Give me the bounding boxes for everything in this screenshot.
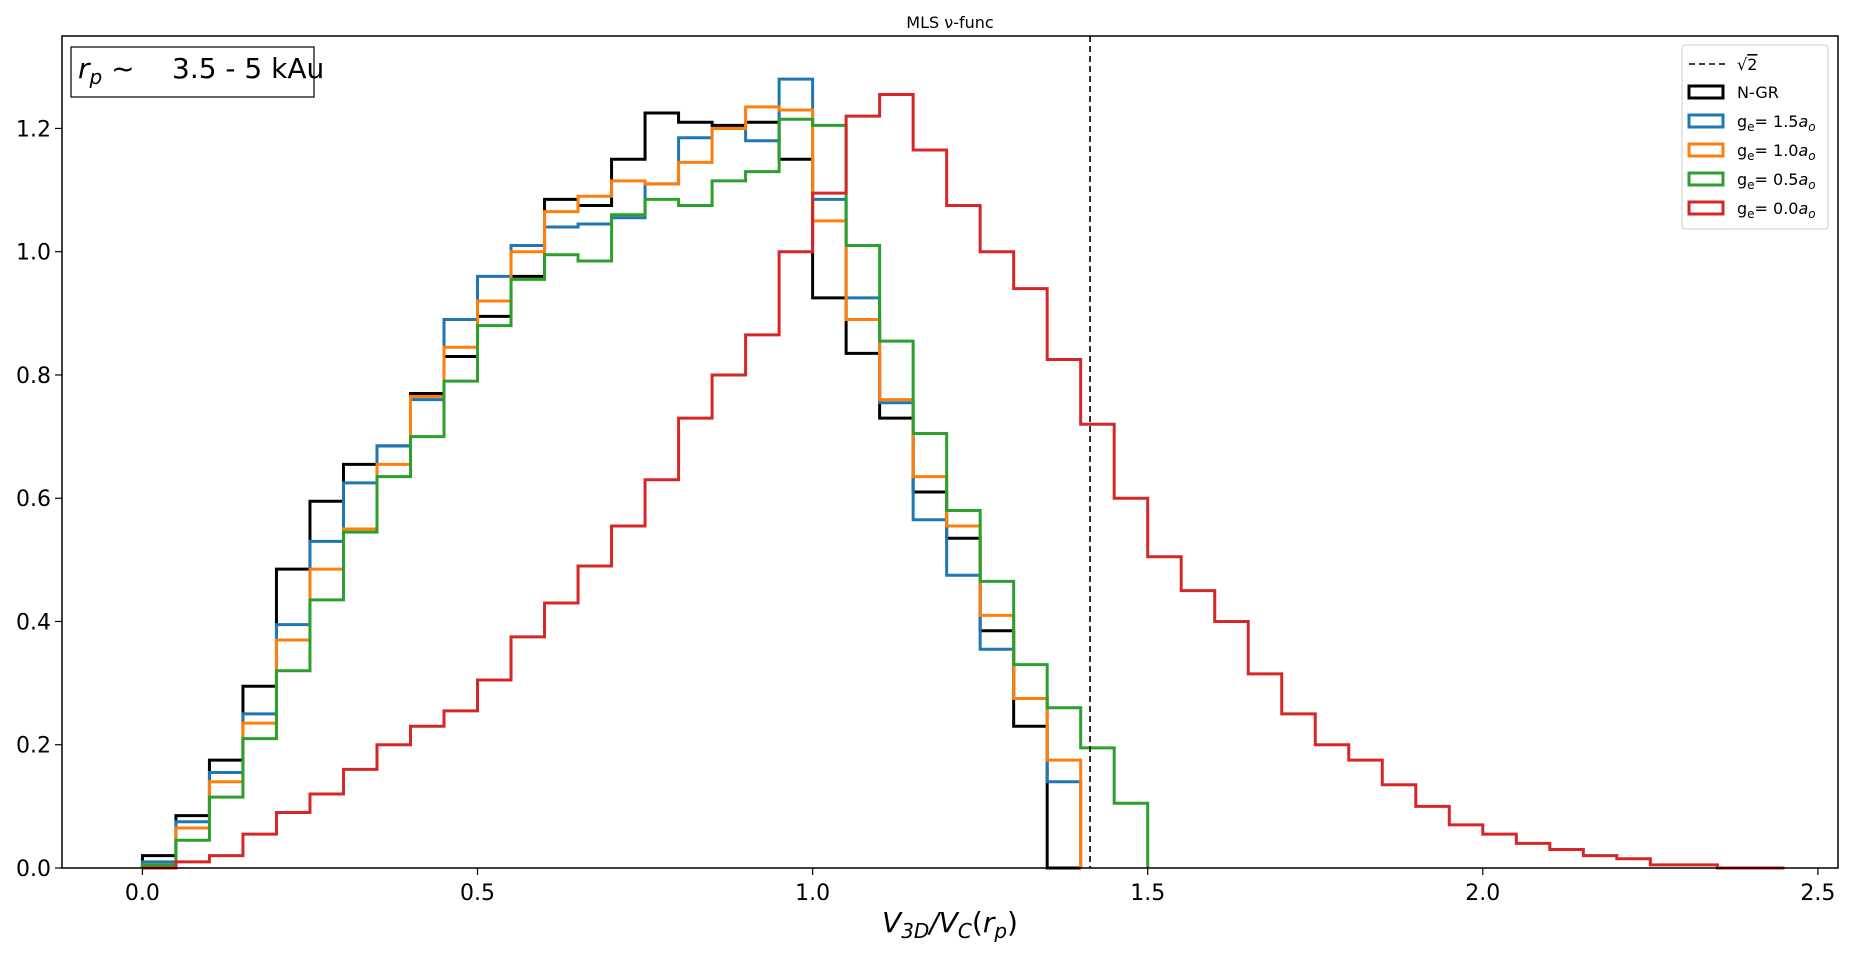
histogram-bin [846, 116, 880, 868]
histogram-bin [1282, 714, 1316, 868]
legend-label: ge= 0.5ao [1737, 170, 1816, 192]
range-annotation-box [70, 46, 315, 98]
histogram-bin [1516, 843, 1550, 868]
histogram-bin [1047, 360, 1081, 868]
histogram-bin [1215, 621, 1249, 868]
x-axis-ticks: 0.0 0.5 1.0 1.5 2.0 2.5 [125, 868, 1835, 906]
range-annotation-text: 3.5 - 5 kAu [172, 52, 324, 85]
histogram-bin [1416, 806, 1450, 868]
histogram-bin [1382, 785, 1416, 868]
series-outline [140, 105, 1083, 868]
legend-label: ge= 0.0ao [1737, 199, 1816, 221]
series-layer [140, 77, 1785, 870]
histogram-bin [243, 834, 277, 868]
histogram-bin [209, 856, 243, 868]
plot-title: MLS ν-func [906, 13, 993, 32]
y-tick-label: 0.8 [16, 364, 51, 389]
histogram-bin [779, 252, 813, 868]
histogram-bin [276, 813, 310, 868]
histogram-bin [1315, 745, 1349, 868]
x-axis-title: V3D/VC(rp) [882, 906, 1018, 943]
histogram-bin [1114, 498, 1148, 868]
histogram-bin [1349, 760, 1383, 868]
legend-label: ge= 1.0ao [1737, 141, 1816, 163]
histogram-bin [612, 526, 646, 868]
histogram-bin [1014, 289, 1048, 868]
histogram-bin [712, 375, 746, 868]
legend-label: N-GR [1737, 83, 1779, 102]
x-tick-label: 2.0 [1465, 881, 1500, 906]
histogram-bin [343, 769, 377, 868]
legend-swatch [1687, 171, 1725, 187]
histogram-bin [947, 205, 981, 868]
legend-swatch [1687, 84, 1725, 100]
histogram-bin [1583, 856, 1617, 868]
series-outline [142, 93, 1785, 870]
histogram-bin [444, 711, 478, 868]
histogram-bin [1181, 591, 1215, 868]
legend-swatch [1687, 113, 1725, 129]
range-annotation-prefix: rp ~ [78, 52, 135, 89]
histogram-bin [746, 335, 780, 868]
x-tick-label: 0.0 [125, 881, 160, 906]
histogram-bin [813, 193, 847, 868]
y-tick-label: 0.4 [16, 610, 51, 635]
series-2 [140, 105, 1083, 868]
y-tick-label: 0.2 [16, 734, 51, 759]
histogram-bin [578, 566, 612, 868]
histogram-bin [980, 252, 1014, 868]
y-axis-ticks: 0.0 0.2 0.4 0.6 0.8 1.0 1.2 [16, 117, 62, 882]
histogram-bin [1148, 557, 1182, 868]
histogram-bin [1081, 424, 1115, 868]
histogram-bin [645, 480, 679, 868]
histogram-bin [679, 418, 713, 868]
x-tick-label: 1.0 [795, 881, 830, 906]
y-tick-label: 1.2 [16, 117, 51, 142]
plot-frame [61, 35, 1839, 869]
histogram-bin [1483, 834, 1517, 868]
legend-swatch [1687, 142, 1725, 158]
y-tick-label: 0.0 [16, 857, 51, 882]
histogram-bin [913, 150, 947, 868]
series-4 [142, 93, 1785, 870]
x-tick-label: 0.5 [460, 881, 495, 906]
histogram-bin [545, 603, 579, 868]
legend-sqrt2-label: √2 [1737, 55, 1757, 74]
x-tick-label: 1.5 [1130, 881, 1165, 906]
histogram-bin [310, 794, 344, 868]
legend: √2 N-GR ge= 1.5ao ge= 1.0ao ge= 0.5ao ge= 0.… [1681, 44, 1829, 230]
range-annotation: rp ~ 3.5 - 5 kAu [70, 46, 324, 98]
histogram-bin [410, 726, 444, 868]
y-tick-label: 0.6 [16, 487, 51, 512]
histogram-bin [1550, 850, 1584, 868]
histogram-bin [478, 680, 512, 868]
x-tick-label: 2.5 [1800, 881, 1835, 906]
histogram-bin [511, 637, 545, 868]
histogram-bin [880, 95, 914, 868]
y-tick-label: 1.0 [16, 241, 51, 266]
legend-swatch [1687, 200, 1725, 216]
histogram-bin [377, 745, 411, 868]
series-outline [140, 117, 1150, 868]
histogram-bin [1248, 674, 1282, 868]
histogram-bin [1449, 825, 1483, 868]
series-3 [140, 117, 1150, 868]
legend-frame [1681, 44, 1829, 230]
legend-label: ge= 1.5ao [1737, 112, 1816, 134]
